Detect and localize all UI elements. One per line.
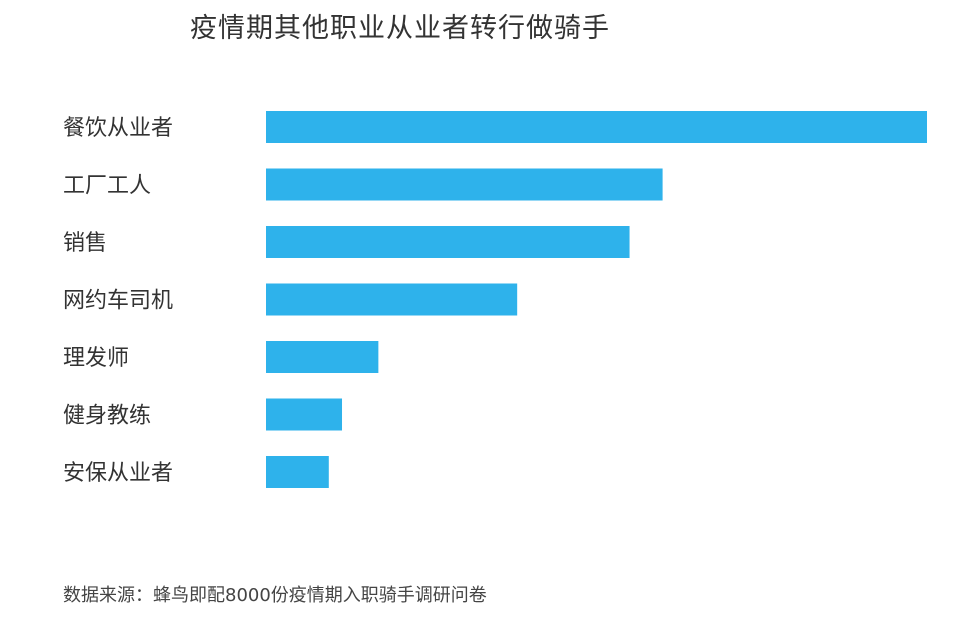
source-note: 数据来源：蜂鸟即配8000份疫情期入职骑手调研问卷 [63,585,487,606]
bar [266,168,663,201]
bar [266,226,630,258]
category-label: 工厂工人 [63,174,151,199]
category-label: 安保从业者 [63,461,173,486]
category-label: 理发师 [63,346,129,371]
bar [266,341,379,373]
category-label: 健身教练 [63,404,151,429]
chart-title: 疫情期其他职业从业者转行做骑手 [190,13,610,44]
bar [266,398,343,431]
category-label: 餐饮从业者 [63,116,173,141]
category-label: 网约车司机 [63,289,173,314]
bar [266,456,329,488]
bar [266,283,518,316]
bar [266,111,927,143]
category-label: 销售 [63,231,107,256]
